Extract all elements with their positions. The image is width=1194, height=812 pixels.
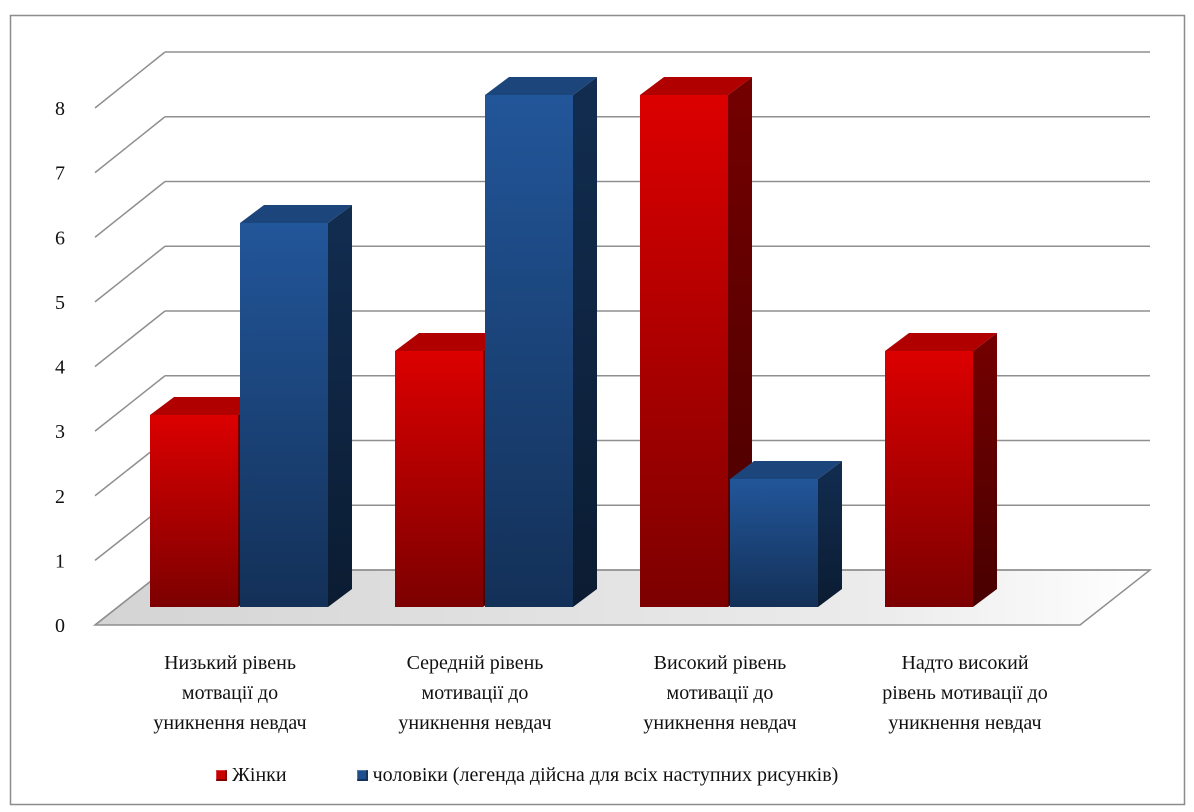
legend-label-series-0: Жінки (232, 762, 287, 788)
legend: Жінки чоловіки (легенда дійсна для всіх … (216, 762, 838, 788)
legend-item-series-0: Жінки (216, 762, 287, 788)
legend-item-series-1: чоловіки (легенда дійсна для всіх наступ… (357, 762, 839, 788)
legend-swatch-series-0 (216, 770, 227, 781)
bar-series-1-category-0 (240, 205, 352, 607)
bar-front-face (395, 351, 483, 607)
bar-front-face (730, 479, 818, 607)
y-axis-tick-labels: 0 1 2 3 4 5 6 7 8 (55, 98, 65, 637)
bar-front-face (150, 415, 238, 607)
y-tick-label: 6 (55, 227, 65, 249)
y-tick-label: 0 (55, 615, 65, 637)
bar-side-face (573, 77, 597, 607)
bar-series-0-category-3 (885, 333, 997, 607)
y-tick-label: 1 (55, 550, 65, 572)
y-tick-label: 5 (55, 292, 65, 314)
legend-swatch-series-1 (357, 770, 368, 781)
bar-front-face (640, 95, 728, 607)
bar-front-face (485, 95, 573, 607)
bar-side-face (328, 205, 352, 607)
bar-series-1-category-1 (485, 77, 597, 607)
legend-label-series-1: чоловіки (легенда дійсна для всіх наступ… (373, 762, 839, 788)
bar-side-face (973, 333, 997, 607)
bar-front-face (240, 223, 328, 607)
bar-front-face (885, 351, 973, 607)
y-tick-label: 7 (55, 163, 65, 185)
y-tick-label: 8 (55, 98, 65, 120)
y-tick-label: 4 (55, 357, 65, 379)
bar-series-1-category-2 (730, 461, 842, 607)
y-tick-label: 2 (55, 486, 65, 508)
y-tick-label: 3 (55, 421, 65, 443)
bar-side-face (818, 461, 842, 607)
